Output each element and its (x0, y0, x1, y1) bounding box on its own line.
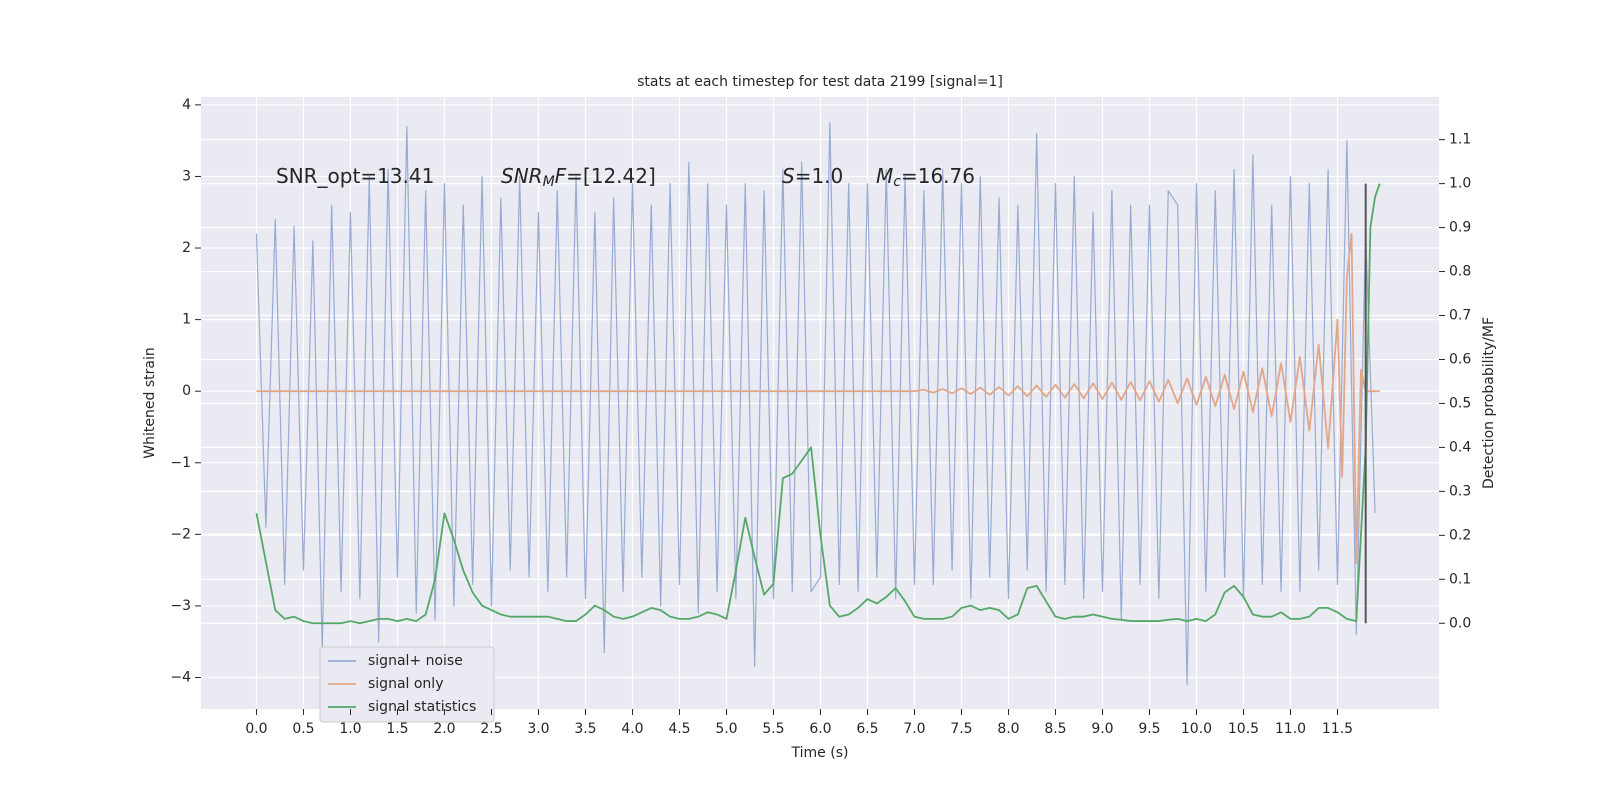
x-tick-label: 8.5 (1044, 721, 1066, 737)
x-tick-label: 9.5 (1138, 721, 1160, 737)
annotation-part: S (782, 164, 795, 188)
annotation-part: =1.0 (795, 164, 844, 188)
y2-tick-label: 0.8 (1449, 264, 1471, 280)
y2-tick-label: 0.2 (1449, 527, 1471, 543)
x-tick-label: 6.5 (856, 721, 878, 737)
y2-tick-label: 1.1 (1449, 132, 1471, 148)
x-tick-label: 5.0 (715, 721, 737, 737)
y2-tick-label: 0.4 (1449, 439, 1471, 455)
series-line (255, 183, 1381, 625)
series-line (256, 232, 1380, 564)
annotation-part: M (543, 174, 555, 190)
x-tick-label: 7.5 (950, 721, 972, 737)
annotation-part: F (555, 164, 567, 188)
annotation: SNRMF=[12.42] (501, 164, 656, 191)
y2-tick-label: 0.7 (1449, 308, 1471, 324)
y-tick-label: 1 (182, 312, 191, 328)
legend-label: signal statistics (368, 699, 476, 715)
y2-axis-label: Detection probability/MF (1481, 317, 1497, 489)
y-tick-label: −1 (170, 455, 191, 471)
x-tick-label: 5.5 (762, 721, 784, 737)
annotation-part: M (876, 164, 893, 188)
y2-tick-label: 0.5 (1449, 395, 1471, 411)
x-tick-label: 10.0 (1181, 721, 1212, 737)
y2-tick-label: 0.3 (1449, 483, 1471, 499)
y2-tick-label: 0.6 (1449, 351, 1471, 367)
x-tick-label: 4.5 (668, 721, 690, 737)
x-tick-label: 8.0 (997, 721, 1019, 737)
annotation-part: c (893, 174, 901, 190)
legend-label: signal only (368, 676, 443, 692)
y-tick-label: −4 (170, 670, 191, 686)
annotation: SNR_opt=13.41 (276, 164, 434, 188)
x-axis-label: Time (s) (791, 745, 849, 761)
y-tick-label: −2 (170, 526, 191, 542)
y2-tick-label: 0.0 (1449, 615, 1471, 631)
annotation: S=1.0 (782, 164, 843, 188)
x-tick-label: 11.0 (1275, 721, 1306, 737)
x-tick-label: 11.5 (1322, 721, 1353, 737)
y-tick-label: 2 (182, 240, 191, 256)
x-tick-label: 1.0 (339, 721, 361, 737)
x-tick-label: 4.0 (621, 721, 643, 737)
annotation: Mc=16.76 (876, 164, 975, 191)
x-tick-label: 0.5 (292, 721, 314, 737)
x-tick-label: 2.0 (433, 721, 455, 737)
annotation-part: SNR (501, 164, 543, 188)
x-tick-label: 9.0 (1091, 721, 1113, 737)
y-tick-label: 0 (182, 383, 191, 399)
y-axis-label: Whitened strain (142, 347, 158, 458)
y-tick-label: 4 (182, 97, 191, 113)
x-tick-label: 0.0 (245, 721, 267, 737)
x-tick-label: 3.0 (527, 721, 549, 737)
y2-tick-label: 0.9 (1449, 220, 1471, 236)
series-line (255, 122, 1376, 686)
legend-label: signal+ noise (368, 653, 463, 669)
y2-tick-label: 1.0 (1449, 176, 1471, 192)
x-tick-label: 7.0 (903, 721, 925, 737)
x-tick-label: 2.5 (480, 721, 502, 737)
legend-frame (319, 646, 495, 723)
x-tick-label: 6.0 (809, 721, 831, 737)
y-tick-label: 3 (182, 168, 191, 184)
y2-tick-label: 0.1 (1449, 571, 1471, 587)
annotation-part: =16.76 (901, 164, 975, 188)
annotation-part: SNR_opt=13.41 (276, 164, 434, 188)
chart-title: stats at each timestep for test data 219… (637, 74, 1003, 90)
x-tick-label: 3.5 (574, 721, 596, 737)
annotation-part: =[12.42] (566, 164, 656, 188)
x-tick-label: 10.5 (1228, 721, 1259, 737)
x-tick-label: 1.5 (386, 721, 408, 737)
y-tick-label: −3 (170, 598, 191, 614)
